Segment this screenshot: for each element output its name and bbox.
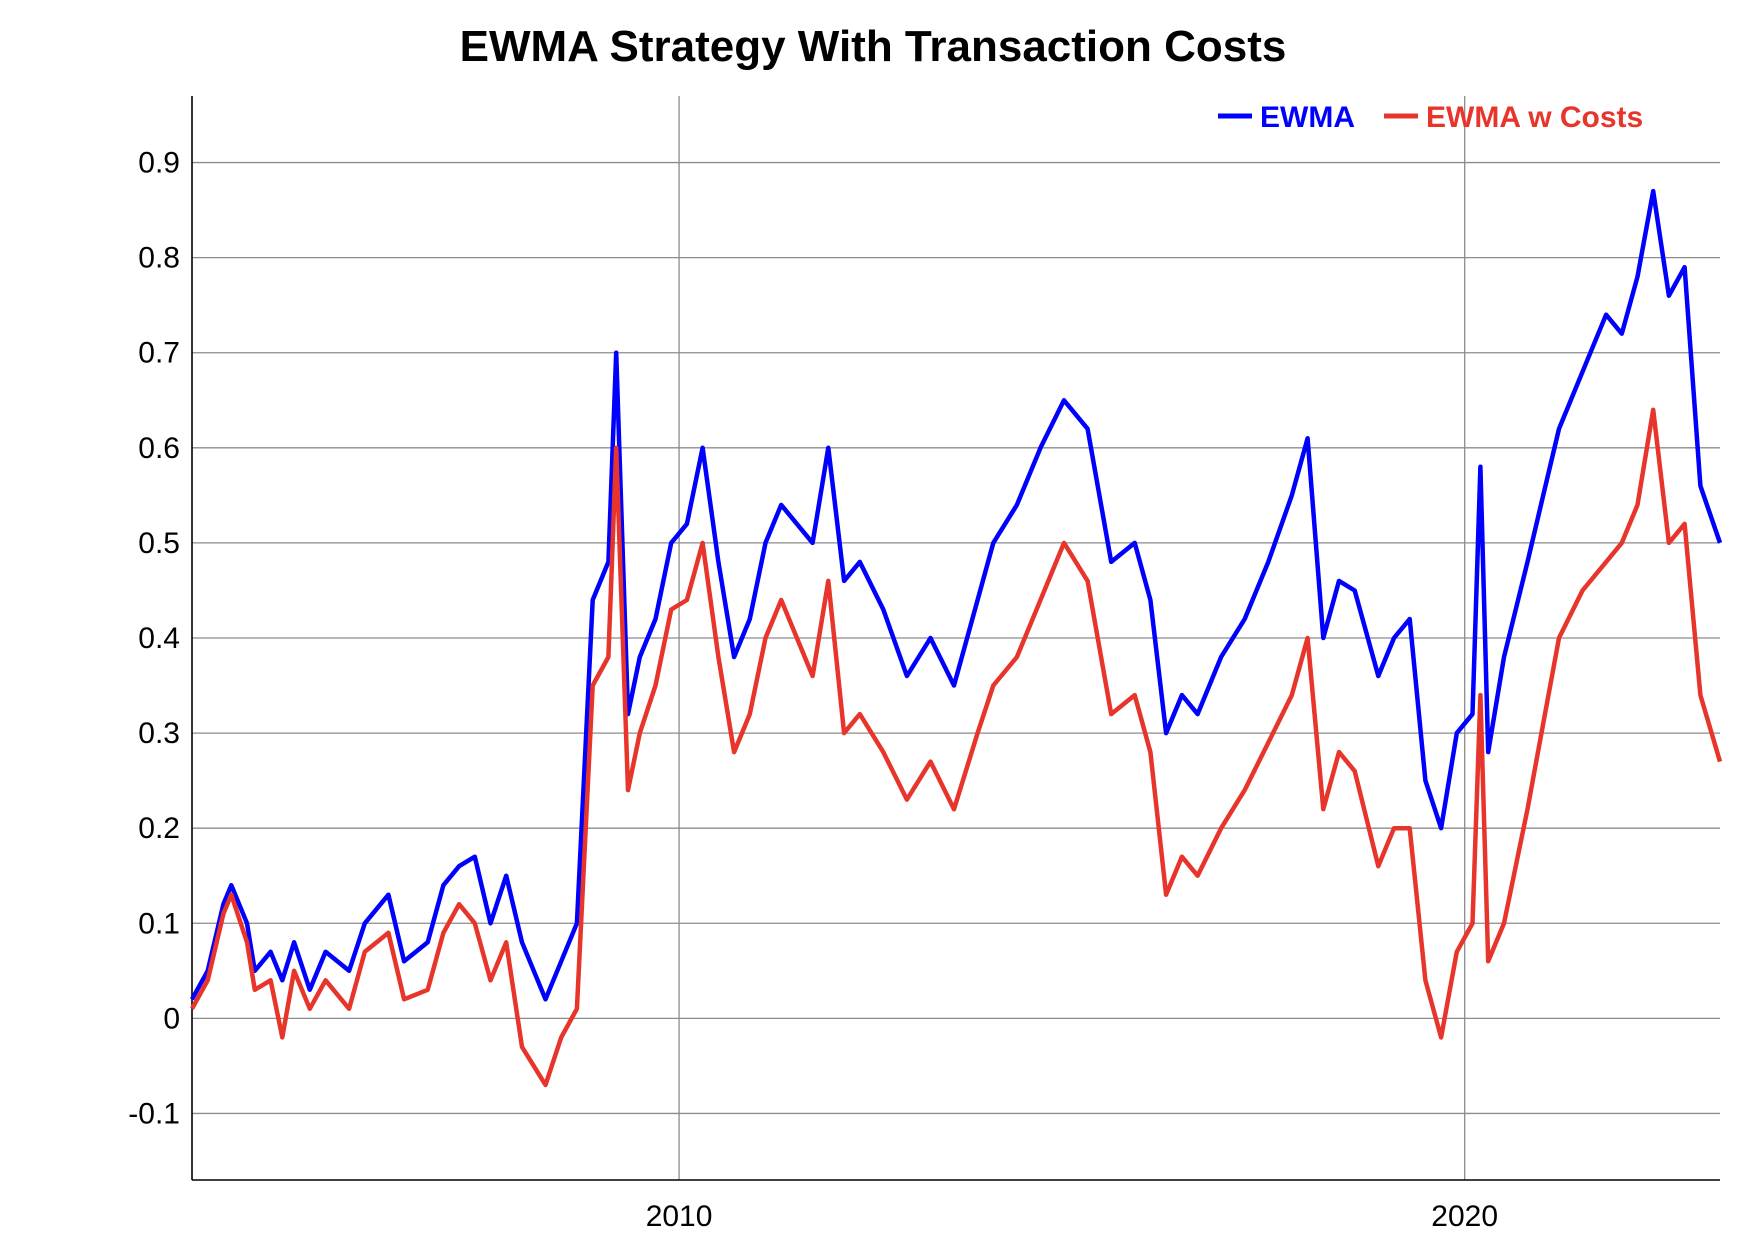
y-tick-label: -0.1: [128, 1097, 180, 1130]
y-tick-label: 0: [163, 1002, 180, 1035]
series-line-ewma: [190, 188, 1723, 1002]
legend-label-ewma: EWMA: [1260, 101, 1355, 134]
y-tick-label: 0.7: [138, 337, 180, 370]
y-tick-label: 0.9: [138, 147, 180, 180]
y-tick-label: 0.2: [138, 812, 180, 845]
x-tick-label: 2010: [646, 1200, 713, 1233]
y-tick-label: 0.8: [138, 242, 180, 275]
series-line-ewma-w-costs: [190, 407, 1723, 1088]
y-tick-label: 0.3: [138, 717, 180, 750]
y-tick-label: 0.1: [138, 907, 180, 940]
x-tick-label: 2020: [1431, 1200, 1498, 1233]
y-tick-label: 0.4: [138, 622, 180, 655]
y-tick-label: 0.5: [138, 527, 180, 560]
y-tick-label: 0.6: [138, 432, 180, 465]
chart-title: EWMA Strategy With Transaction Costs: [459, 22, 1287, 71]
legend-label-ewma-w-costs: EWMA w Costs: [1426, 101, 1643, 134]
